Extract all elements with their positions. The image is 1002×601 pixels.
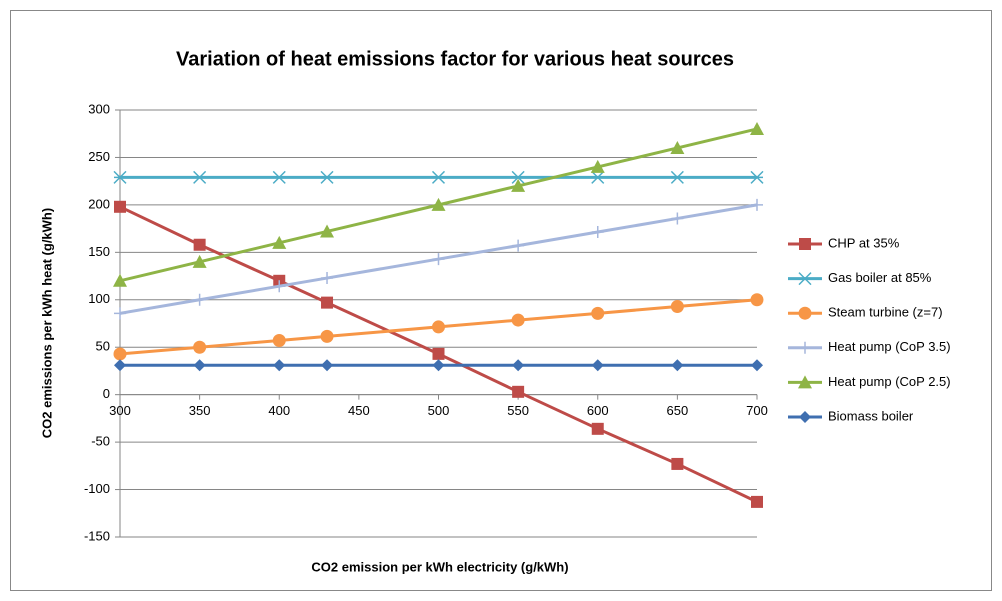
- marker: [591, 422, 604, 435]
- marker: [670, 300, 684, 314]
- marker: [798, 272, 812, 286]
- y-tick-label: 250: [88, 149, 110, 164]
- marker: [590, 159, 605, 173]
- legend-label: Heat pump (CoP 2.5): [828, 374, 951, 389]
- marker: [320, 224, 335, 238]
- y-tick-label: 50: [96, 339, 110, 354]
- marker: [432, 320, 445, 334]
- x-tick-label: 500: [428, 403, 450, 418]
- x-tick-label: 700: [746, 403, 768, 418]
- x-tick-label: 600: [587, 403, 609, 418]
- marker: [511, 178, 526, 192]
- marker: [511, 170, 525, 184]
- marker: [512, 239, 525, 252]
- marker: [511, 313, 525, 327]
- marker: [113, 170, 127, 184]
- legend-label: Steam turbine (z=7): [828, 305, 943, 320]
- marker: [114, 359, 126, 372]
- marker: [799, 341, 811, 354]
- marker: [320, 329, 334, 343]
- y-tick-label: 150: [88, 244, 110, 259]
- marker: [671, 212, 684, 225]
- legend-label: Gas boiler at 85%: [828, 270, 932, 285]
- marker: [113, 273, 127, 287]
- marker: [751, 495, 763, 508]
- marker: [799, 411, 811, 423]
- y-tick-label: 0: [103, 386, 110, 401]
- marker: [321, 359, 334, 372]
- marker: [750, 170, 764, 184]
- x-tick-label: 650: [667, 403, 689, 418]
- marker: [432, 253, 445, 266]
- y-tick-label: -50: [91, 434, 110, 449]
- marker: [512, 359, 525, 372]
- legend-label: Biomass boiler: [828, 408, 914, 423]
- marker: [798, 375, 812, 389]
- chart-border: [10, 10, 992, 591]
- chart-title: Variation of heat emissions factor for v…: [176, 48, 734, 70]
- legend-label: Heat pump (CoP 3.5): [828, 339, 951, 354]
- marker: [431, 197, 446, 211]
- marker: [750, 293, 764, 307]
- y-tick-label: 100: [88, 291, 110, 306]
- x-tick-label: 400: [268, 403, 290, 418]
- marker: [512, 385, 525, 398]
- y-tick-label: -100: [84, 481, 110, 496]
- y-tick-label: 300: [88, 101, 110, 116]
- marker: [432, 347, 445, 360]
- x-axis-title: CO2 emission per kWh electricity (g/kWh): [311, 559, 568, 574]
- marker: [591, 359, 604, 372]
- marker: [113, 347, 127, 361]
- marker: [273, 359, 286, 372]
- marker: [799, 238, 811, 250]
- marker: [273, 280, 286, 293]
- marker: [750, 121, 764, 135]
- x-tick-label: 350: [189, 403, 211, 418]
- y-tick-label: -150: [84, 528, 110, 543]
- marker: [591, 306, 605, 320]
- marker: [193, 359, 206, 372]
- marker: [751, 198, 763, 211]
- marker: [193, 238, 206, 251]
- marker: [321, 272, 334, 285]
- marker: [671, 457, 684, 470]
- marker: [751, 359, 763, 372]
- marker: [192, 254, 207, 268]
- marker: [670, 140, 685, 154]
- marker: [432, 359, 445, 372]
- y-axis-title: CO2 emissions per kWh heat (g/kWh): [39, 208, 54, 438]
- marker: [670, 170, 684, 184]
- marker: [591, 226, 604, 239]
- marker: [114, 200, 126, 213]
- marker: [798, 306, 812, 320]
- marker: [272, 333, 286, 347]
- marker: [321, 296, 334, 309]
- x-tick-label: 450: [348, 403, 370, 418]
- marker: [193, 170, 207, 184]
- x-tick-label: 300: [109, 403, 131, 418]
- marker: [320, 170, 334, 184]
- x-tick-label: 550: [507, 403, 529, 418]
- marker: [114, 307, 126, 320]
- marker: [431, 170, 446, 184]
- marker: [591, 170, 605, 184]
- legend-label: CHP at 35%: [828, 235, 900, 250]
- marker: [193, 340, 207, 354]
- marker: [272, 170, 286, 184]
- y-tick-label: 200: [88, 196, 110, 211]
- marker: [193, 293, 206, 306]
- marker: [671, 359, 684, 372]
- marker: [272, 235, 287, 249]
